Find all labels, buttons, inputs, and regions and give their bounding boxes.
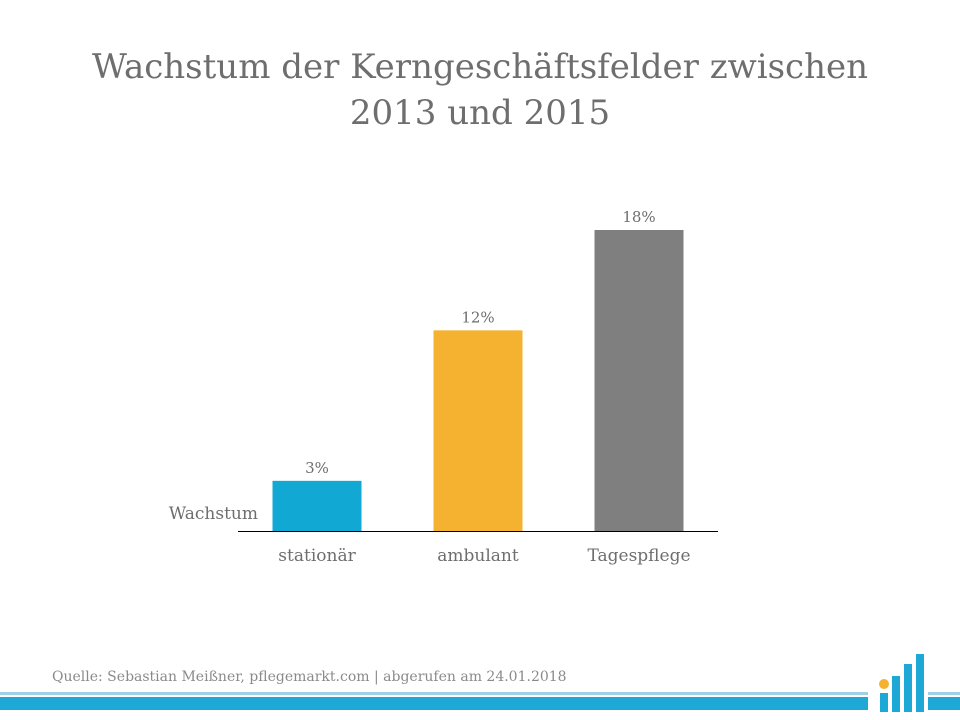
source-note: Quelle: Sebastian Meißner, pflegemarkt.c… [52, 669, 567, 685]
x-tick-label: Tagespflege [587, 546, 690, 566]
bar-chart: 3% stationär 12% ambulant 18% Tagespflege Wach… [169, 208, 718, 566]
data-label: 18% [622, 208, 655, 226]
footer-stripe-light [0, 692, 960, 695]
chart-title-line-2: 2013 und 2015 [349, 93, 611, 133]
bar [594, 230, 684, 531]
x-tick-label: ambulant [437, 546, 519, 566]
footer-stripe [0, 697, 960, 710]
bar [433, 330, 523, 531]
chart-title-line-1: Wachstum der Kerngeschäftsfelder zwische… [91, 47, 869, 87]
data-label: 12% [461, 308, 494, 326]
data-label: 3% [305, 459, 329, 477]
footer-bar [0, 692, 960, 712]
chart-title: Wachstum der Kerngeschäftsfelder zwische… [0, 44, 960, 136]
x-tick-label: stationär [278, 546, 356, 566]
legend-label: Wachstum [169, 504, 258, 524]
pflegemarkt-logo-icon [868, 648, 928, 712]
bar [272, 480, 362, 531]
